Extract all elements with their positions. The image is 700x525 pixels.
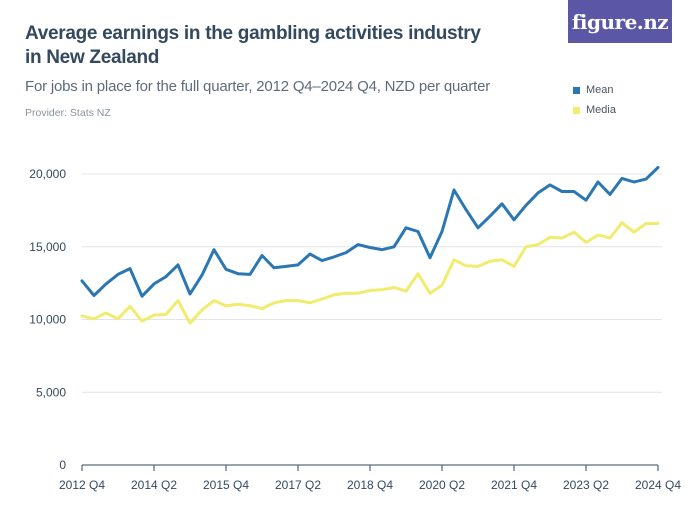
legend-item-mean: Mean <box>573 80 616 100</box>
x-tick-label: 2023 Q2 <box>563 478 609 492</box>
legend-label-median: Media <box>586 104 616 116</box>
legend-item-median: Media <box>573 100 616 120</box>
x-tick-label: 2015 Q4 <box>203 478 249 492</box>
x-tick-label: 2012 Q4 <box>59 478 105 492</box>
y-tick-label: 10,000 <box>29 313 66 327</box>
figure-nz-logo[interactable]: figure.nz <box>568 0 672 43</box>
median-series-line <box>80 221 660 325</box>
x-tick-label: 2017 Q2 <box>275 478 321 492</box>
chart-legend: Mean Media <box>573 80 616 120</box>
y-tick-label: 0 <box>59 458 66 472</box>
legend-swatch-median <box>573 106 580 114</box>
x-tick-label: 2021 Q4 <box>491 478 537 492</box>
y-tick-label: 20,000 <box>29 167 66 181</box>
chart-title: Average earnings in the gambling activit… <box>25 23 481 68</box>
x-tick-label: 2018 Q4 <box>347 478 393 492</box>
x-tick-label: 2014 Q2 <box>131 478 177 492</box>
y-tick-label: 15,000 <box>29 240 66 254</box>
mean-series-line <box>80 166 660 298</box>
legend-swatch-mean <box>573 86 580 94</box>
y-tick-label: 5,000 <box>36 385 66 399</box>
x-tick-label: 2024 Q4 <box>635 478 681 492</box>
provider-credit: Provider: Stats NZ <box>25 107 111 119</box>
chart-subtitle: For jobs in place for the full quarter, … <box>25 78 491 95</box>
x-tick-label: 2020 Q2 <box>419 478 465 492</box>
legend-label-mean: Mean <box>586 84 614 96</box>
